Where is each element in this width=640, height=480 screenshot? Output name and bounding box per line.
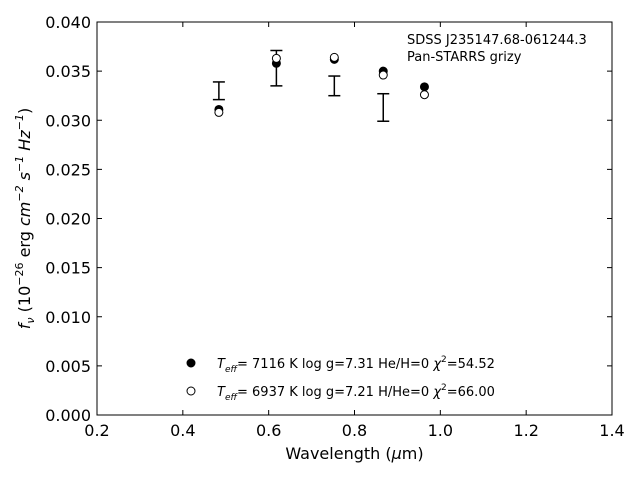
legend: Teff= 7116 K log g=7.31 He/H=0 χ2=54.52 T… (186, 355, 495, 403)
y-tick-label: 0.040 (45, 13, 91, 32)
legend-entry: Teff= 7116 K log g=7.31 He/H=0 χ2=54.52 (186, 355, 495, 375)
legend-marker (186, 386, 196, 396)
x-axis-label: Wavelength (μm) (285, 444, 423, 463)
y-tick-label: 0.020 (45, 210, 91, 229)
x-tick-label: 0.8 (342, 421, 367, 440)
x-tick-label: 0.4 (170, 421, 195, 440)
x-tick-label: 0.6 (256, 421, 281, 440)
model-point-open (378, 70, 388, 80)
observed-error-bar (377, 92, 390, 122)
observed-error-bar (328, 75, 341, 97)
data-layer (212, 49, 429, 122)
survey-annotation: Pan-STARRS grizy (407, 50, 522, 65)
y-tick-label: 0.030 (45, 111, 91, 130)
model-point-filled (419, 82, 429, 92)
model-point-open (271, 53, 281, 63)
y-tick-label: 0.000 (45, 406, 91, 425)
y-tick-label: 0.005 (45, 357, 91, 376)
y-tick-label: 0.035 (45, 62, 91, 81)
legend-label: Teff= 7116 K log g=7.31 He/H=0 χ2=54.52 (217, 355, 495, 375)
y-axis-label: fν (10−26 erg cm−2 s−1 Hz−1) (13, 108, 37, 329)
legend-marker (186, 358, 196, 368)
model-point-open (214, 107, 224, 117)
x-tick-label: 1.2 (513, 421, 538, 440)
object-name-annotation: SDSS J235147.68-061244.3 (407, 33, 587, 48)
plot-frame (96, 21, 613, 416)
model-point-open (329, 52, 339, 62)
ticks-layer: 0.2 0.4 0.6 0.8 1.0 1.2 1.4 0.000 0.005 0.010 0.01… (45, 13, 625, 440)
observed-error-bar (212, 81, 225, 101)
x-tick-label: 1.4 (599, 421, 624, 440)
model-point-open (419, 90, 429, 100)
x-tick-label: 1.0 (428, 421, 453, 440)
x-tick-label: 0.2 (84, 421, 109, 440)
legend-label: Teff= 6937 K log g=7.21 H/He=0 χ2=66.00 (217, 383, 495, 403)
legend-entry: Teff= 6937 K log g=7.21 H/He=0 χ2=66.00 (186, 383, 495, 403)
y-tick-label: 0.025 (45, 160, 91, 179)
y-tick-label: 0.015 (45, 259, 91, 278)
y-tick-label: 0.010 (45, 308, 91, 327)
